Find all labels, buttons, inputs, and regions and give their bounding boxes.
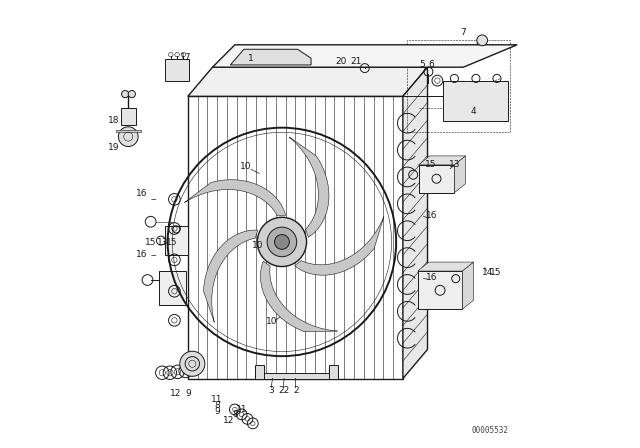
- Polygon shape: [289, 137, 329, 237]
- Polygon shape: [255, 365, 264, 379]
- Circle shape: [257, 217, 307, 267]
- Polygon shape: [294, 216, 384, 275]
- Text: 15: 15: [490, 268, 501, 277]
- Text: 17: 17: [180, 53, 191, 62]
- Text: 16: 16: [136, 250, 147, 259]
- Bar: [159, 271, 186, 305]
- Text: 15: 15: [426, 160, 437, 169]
- Text: 15: 15: [145, 238, 156, 247]
- Text: 1: 1: [248, 54, 253, 63]
- Polygon shape: [116, 130, 141, 132]
- Text: 16: 16: [426, 211, 438, 220]
- Text: 10: 10: [241, 162, 252, 171]
- Polygon shape: [454, 156, 466, 193]
- Text: 16: 16: [426, 273, 438, 282]
- Text: 18: 18: [108, 116, 120, 125]
- Polygon shape: [184, 180, 285, 215]
- Bar: [418, 271, 463, 309]
- Bar: [165, 59, 189, 81]
- Text: 11: 11: [211, 395, 223, 404]
- Polygon shape: [212, 45, 517, 67]
- Bar: [419, 165, 454, 193]
- Text: 13: 13: [449, 160, 460, 169]
- Text: 15: 15: [166, 238, 178, 247]
- Text: 8: 8: [214, 401, 220, 410]
- Polygon shape: [463, 262, 474, 309]
- Polygon shape: [418, 262, 474, 271]
- Circle shape: [477, 35, 488, 46]
- Circle shape: [118, 127, 138, 146]
- Text: 11: 11: [236, 405, 247, 414]
- Circle shape: [275, 235, 289, 249]
- Text: 10: 10: [266, 317, 278, 326]
- Bar: [164, 226, 188, 255]
- Circle shape: [128, 90, 136, 98]
- Polygon shape: [419, 156, 466, 165]
- Text: 8: 8: [232, 410, 237, 419]
- Text: 3: 3: [268, 386, 273, 395]
- Text: 12: 12: [170, 389, 181, 398]
- Text: 00005532: 00005532: [472, 426, 509, 435]
- Text: 14: 14: [483, 268, 493, 277]
- Text: 19: 19: [108, 143, 120, 152]
- Text: 5: 5: [419, 60, 425, 69]
- Polygon shape: [403, 67, 428, 379]
- Text: 9: 9: [186, 389, 191, 398]
- Text: 9: 9: [214, 407, 220, 416]
- Text: 22: 22: [278, 386, 290, 395]
- Text: 16: 16: [136, 189, 147, 198]
- Text: 12: 12: [223, 416, 235, 425]
- Polygon shape: [230, 49, 311, 65]
- Text: 2: 2: [294, 386, 299, 395]
- Text: 6: 6: [428, 60, 434, 69]
- Text: 20: 20: [336, 57, 347, 66]
- Text: 13: 13: [157, 238, 168, 247]
- Circle shape: [267, 227, 297, 257]
- Polygon shape: [188, 67, 428, 96]
- Polygon shape: [260, 261, 338, 332]
- Text: 4: 4: [470, 107, 476, 116]
- Circle shape: [180, 351, 205, 376]
- Polygon shape: [255, 373, 338, 379]
- Polygon shape: [443, 81, 508, 121]
- Text: 10: 10: [252, 241, 263, 250]
- Text: 21: 21: [350, 57, 362, 66]
- Polygon shape: [329, 365, 338, 379]
- Bar: [121, 108, 136, 125]
- Polygon shape: [204, 230, 258, 323]
- Circle shape: [122, 90, 129, 98]
- Text: 7: 7: [461, 28, 466, 37]
